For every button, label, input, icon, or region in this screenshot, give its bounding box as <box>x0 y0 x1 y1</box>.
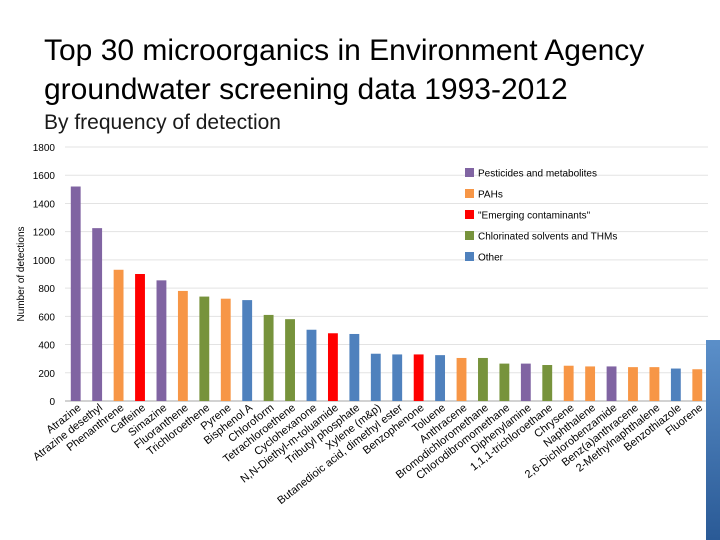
bar <box>692 369 703 401</box>
bar <box>113 269 124 401</box>
y-tick-label: 0 <box>49 397 55 408</box>
y-axis-title: Number of detections <box>16 226 27 321</box>
y-tick-label: 600 <box>38 312 55 323</box>
bar <box>70 186 81 401</box>
bar <box>263 314 274 401</box>
decorative-side-band <box>706 340 720 540</box>
bar <box>285 319 295 401</box>
legend-swatch <box>465 231 474 240</box>
bar <box>435 355 446 401</box>
legend-swatch <box>465 210 474 219</box>
legend-label: Chlorinated solvents and THMs <box>478 232 617 243</box>
bar <box>478 357 488 401</box>
bar <box>327 333 338 401</box>
bar <box>456 357 467 401</box>
bar <box>177 290 188 401</box>
bar <box>606 366 617 401</box>
bar <box>370 353 381 401</box>
legend-swatch <box>465 252 474 261</box>
legend-label: Other <box>478 253 504 264</box>
y-tick-label: 1200 <box>33 228 56 239</box>
bar <box>199 296 210 401</box>
bar <box>349 333 360 401</box>
bar <box>92 228 103 401</box>
page-subtitle: By frequency of detection <box>44 111 281 134</box>
bar <box>670 368 681 401</box>
legend-swatch <box>465 189 474 198</box>
y-tick-label: 1800 <box>33 143 56 154</box>
bar <box>585 366 596 401</box>
bar <box>520 363 531 401</box>
y-tick-label: 1600 <box>33 171 56 182</box>
y-tick-label: 1400 <box>33 199 56 210</box>
bar <box>392 354 403 401</box>
bar <box>156 280 167 401</box>
bar <box>306 329 317 401</box>
legend-label: Pesticides and metabolites <box>478 169 597 180</box>
legend-label: "Emerging contaminants" <box>478 211 591 222</box>
legend-swatch <box>465 168 474 177</box>
bar <box>499 363 510 401</box>
bar <box>628 367 638 401</box>
legend-label: PAHs <box>478 190 503 201</box>
bar <box>220 298 231 401</box>
y-tick-label: 200 <box>38 369 55 380</box>
bar <box>242 300 253 401</box>
bar <box>542 365 553 401</box>
bar <box>413 354 424 401</box>
bar <box>563 365 574 401</box>
y-tick-label: 1000 <box>33 256 56 267</box>
y-tick-label: 400 <box>38 341 55 352</box>
page-title: Top 30 microorganics in Environment Agen… <box>44 34 645 106</box>
bar <box>135 274 145 401</box>
y-tick-label: 800 <box>38 284 55 295</box>
bar <box>649 367 660 401</box>
